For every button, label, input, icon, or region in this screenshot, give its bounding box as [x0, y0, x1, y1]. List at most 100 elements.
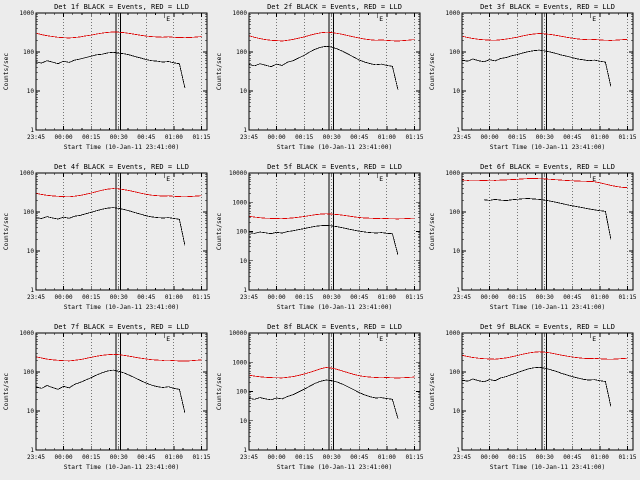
panel-title: Det 2f BLACK = Events, RED = LLD	[267, 3, 402, 11]
flare-label: E	[592, 335, 596, 343]
y-tick-label: 10	[453, 88, 461, 95]
y-tick-label: 1000	[446, 330, 461, 337]
plot-box	[461, 172, 634, 291]
x-tick-label: 00:15	[508, 294, 526, 301]
y-tick-label: 100	[23, 209, 34, 216]
y-tick-label: 100	[236, 49, 247, 56]
x-tick-label: 00:45	[137, 454, 155, 461]
event-marker-lines	[328, 13, 335, 130]
plot-box	[35, 12, 208, 131]
y-axis-label: Counts/sec	[216, 53, 223, 91]
plot-box	[35, 172, 208, 291]
x-axis-label: Start Time (10-Jan-11 23:41:00)	[64, 144, 179, 151]
y-tick-label: 10	[453, 408, 461, 415]
x-tick-label: 23:45	[27, 454, 45, 461]
plot-box	[248, 332, 421, 451]
flare-label: E	[379, 15, 383, 23]
chart-panel-3: E 1 10 100 1000 23:45 00:00 00:15 00:30 00:45 01:0…	[429, 3, 637, 151]
series-lld-line	[248, 367, 415, 379]
x-gridlines	[248, 13, 415, 130]
series-lld-line	[248, 213, 415, 220]
series-events-line	[35, 51, 186, 88]
x-gridlines	[35, 173, 202, 290]
x-tick-label: 01:00	[378, 294, 396, 301]
x-tick-label: 00:30	[323, 294, 341, 301]
x-tick-label: 00:15	[82, 294, 100, 301]
chart-panel-7: E 1 10 100 1000 23:45 00:00 00:15 00:30 00:45 01:0…	[3, 323, 211, 471]
series-lld-line	[461, 351, 628, 360]
x-tick-label: 00:30	[323, 454, 341, 461]
y-tick-label: 10000	[229, 330, 247, 337]
y-axis-ticks: 1 10 100 1000	[20, 330, 207, 454]
x-tick-label: 01:00	[165, 134, 183, 141]
series-lld-line	[461, 178, 628, 189]
plot-box	[461, 332, 634, 451]
x-gridlines	[35, 333, 202, 450]
x-tick-labels: 23:45 00:00 00:15 00:30 00:45 01:00 01:15	[27, 454, 211, 461]
series-lld-line	[35, 353, 202, 362]
x-tick-label: 00:00	[268, 294, 286, 301]
y-tick-label: 1000	[446, 10, 461, 17]
x-axis-label: Start Time (10-Jan-11 23:41:00)	[277, 464, 392, 471]
x-tick-label: 00:00	[481, 134, 499, 141]
y-tick-label: 1	[456, 127, 460, 134]
series-events-line	[35, 369, 186, 413]
x-tick-label: 00:45	[563, 454, 581, 461]
x-tick-labels: 23:45 00:00 00:15 00:30 00:45 01:00 01:15	[240, 454, 424, 461]
series-events-line	[461, 366, 612, 407]
series-lld-line	[35, 188, 202, 198]
flare-annotation: E	[377, 13, 383, 23]
flare-label: E	[166, 335, 170, 343]
y-tick-label: 1	[456, 287, 460, 294]
flare-label: E	[592, 175, 596, 183]
y-tick-label: 10	[240, 418, 248, 425]
y-tick-label: 1	[456, 447, 460, 454]
y-tick-label: 100	[236, 229, 247, 236]
series-events-line	[248, 45, 399, 90]
flare-annotation: E	[164, 333, 170, 343]
x-tick-label: 01:00	[591, 134, 609, 141]
plot-box	[248, 12, 421, 131]
y-axis-ticks: 1 10 100 1000 10000	[229, 330, 420, 454]
x-tick-label: 00:45	[350, 294, 368, 301]
flare-annotation: E	[164, 13, 170, 23]
plot-box	[248, 172, 421, 291]
y-axis-label: Counts/sec	[429, 373, 436, 411]
series-events-line	[35, 207, 186, 246]
y-tick-label: 1000	[446, 170, 461, 177]
x-tick-label: 01:15	[192, 294, 210, 301]
y-axis-label: Counts/sec	[216, 213, 223, 251]
event-marker-lines	[541, 333, 548, 450]
y-tick-label: 10	[27, 88, 35, 95]
y-tick-label: 1000	[233, 359, 248, 366]
y-tick-label: 10000	[229, 170, 247, 177]
y-tick-label: 10	[240, 88, 248, 95]
x-tick-label: 00:00	[268, 134, 286, 141]
x-tick-label: 00:00	[55, 294, 73, 301]
panel-title: Det 1f BLACK = Events, RED = LLD	[54, 3, 189, 11]
x-tick-labels: 23:45 00:00 00:15 00:30 00:45 01:00 01:15	[240, 294, 424, 301]
x-gridlines	[35, 13, 202, 130]
x-tick-labels: 23:45 00:00 00:15 00:30 00:45 01:00 01:15	[27, 134, 211, 141]
x-tick-label: 01:15	[618, 454, 636, 461]
series-lld-line	[248, 31, 415, 42]
y-tick-label: 10	[27, 408, 35, 415]
chart-panel-4: E 1 10 100 1000 23:45 00:00 00:15 00:30 00:45 01:0…	[3, 163, 211, 311]
x-tick-labels: 23:45 00:00 00:15 00:30 00:45 01:00 01:15	[240, 134, 424, 141]
y-axis-label: Counts/sec	[429, 53, 436, 91]
x-tick-labels: 23:45 00:00 00:15 00:30 00:45 01:00 01:15	[453, 294, 637, 301]
y-tick-label: 1000	[233, 10, 248, 17]
x-tick-label: 23:45	[453, 454, 471, 461]
y-tick-label: 1000	[233, 199, 248, 206]
x-tick-label: 00:30	[536, 134, 554, 141]
x-tick-label: 01:15	[192, 134, 210, 141]
chart-panel-5: E 1 10 100 1000 10000 23:45 00:00 00:15 00:30 00:4…	[216, 163, 424, 311]
x-tick-label: 00:45	[350, 454, 368, 461]
y-tick-label: 1000	[20, 330, 35, 337]
y-axis-ticks: 1 10 100 1000	[446, 170, 633, 294]
x-gridlines	[461, 173, 628, 290]
x-tick-label: 01:00	[378, 454, 396, 461]
flare-label: E	[379, 175, 383, 183]
y-tick-label: 10	[453, 248, 461, 255]
event-marker-lines	[541, 13, 548, 130]
